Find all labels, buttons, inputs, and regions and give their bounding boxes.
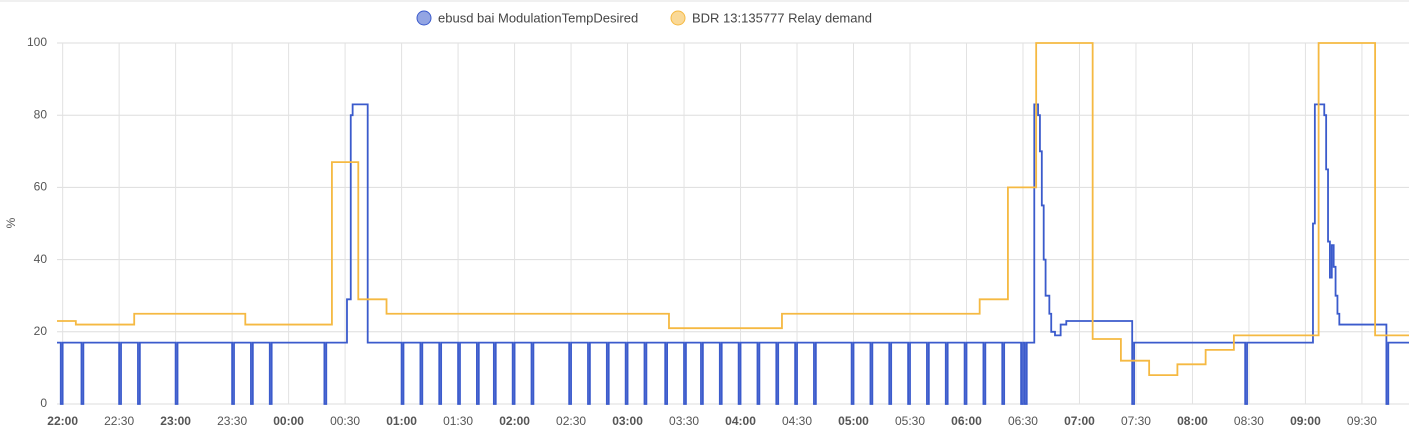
y-tick-label: 80 — [34, 107, 48, 121]
x-tick-label: 04:30 — [782, 414, 812, 428]
x-tick-label: 08:30 — [1234, 414, 1264, 428]
series-line — [57, 103, 1409, 405]
series-line — [57, 42, 1409, 377]
x-tick-label: 04:00 — [725, 414, 756, 428]
x-tick-label: 00:00 — [273, 414, 304, 428]
x-tick-label: 03:00 — [612, 414, 643, 428]
y-tick-label: 60 — [34, 180, 48, 194]
legend-swatch[interactable] — [416, 10, 432, 26]
y-tick-label: 0 — [40, 396, 47, 410]
x-tick-label: 22:00 — [47, 414, 78, 428]
x-tick-label: 07:30 — [1121, 414, 1151, 428]
y-tick-label: 20 — [34, 324, 48, 338]
x-tick-label: 02:30 — [556, 414, 586, 428]
x-tick-label: 23:30 — [217, 414, 247, 428]
x-tick-label: 01:00 — [386, 414, 417, 428]
y-tick-label: 100 — [27, 35, 47, 49]
legend: ebusd bai ModulationTempDesired BDR 13:1… — [416, 10, 872, 26]
x-tick-label: 02:00 — [499, 414, 530, 428]
x-tick-label: 22:30 — [104, 414, 134, 428]
x-tick-label: 06:00 — [951, 414, 982, 428]
legend-label[interactable]: BDR 13:135777 Relay demand — [692, 10, 872, 25]
x-tick-label: 01:30 — [443, 414, 473, 428]
x-tick-label: 05:30 — [895, 414, 925, 428]
x-tick-label: 09:30 — [1347, 414, 1377, 428]
y-axis-label: % — [4, 217, 18, 228]
x-tick-label: 05:00 — [838, 414, 869, 428]
legend-swatch[interactable] — [670, 10, 686, 26]
x-tick-label: 09:00 — [1290, 414, 1321, 428]
x-tick-label: 00:30 — [330, 414, 360, 428]
x-tick-label: 08:00 — [1177, 414, 1208, 428]
x-tick-label: 06:30 — [1008, 414, 1038, 428]
legend-label[interactable]: ebusd bai ModulationTempDesired — [438, 10, 638, 25]
x-tick-label: 07:00 — [1064, 414, 1095, 428]
x-tick-label: 23:00 — [160, 414, 191, 428]
y-tick-label: 40 — [34, 252, 48, 266]
x-tick-label: 03:30 — [669, 414, 699, 428]
